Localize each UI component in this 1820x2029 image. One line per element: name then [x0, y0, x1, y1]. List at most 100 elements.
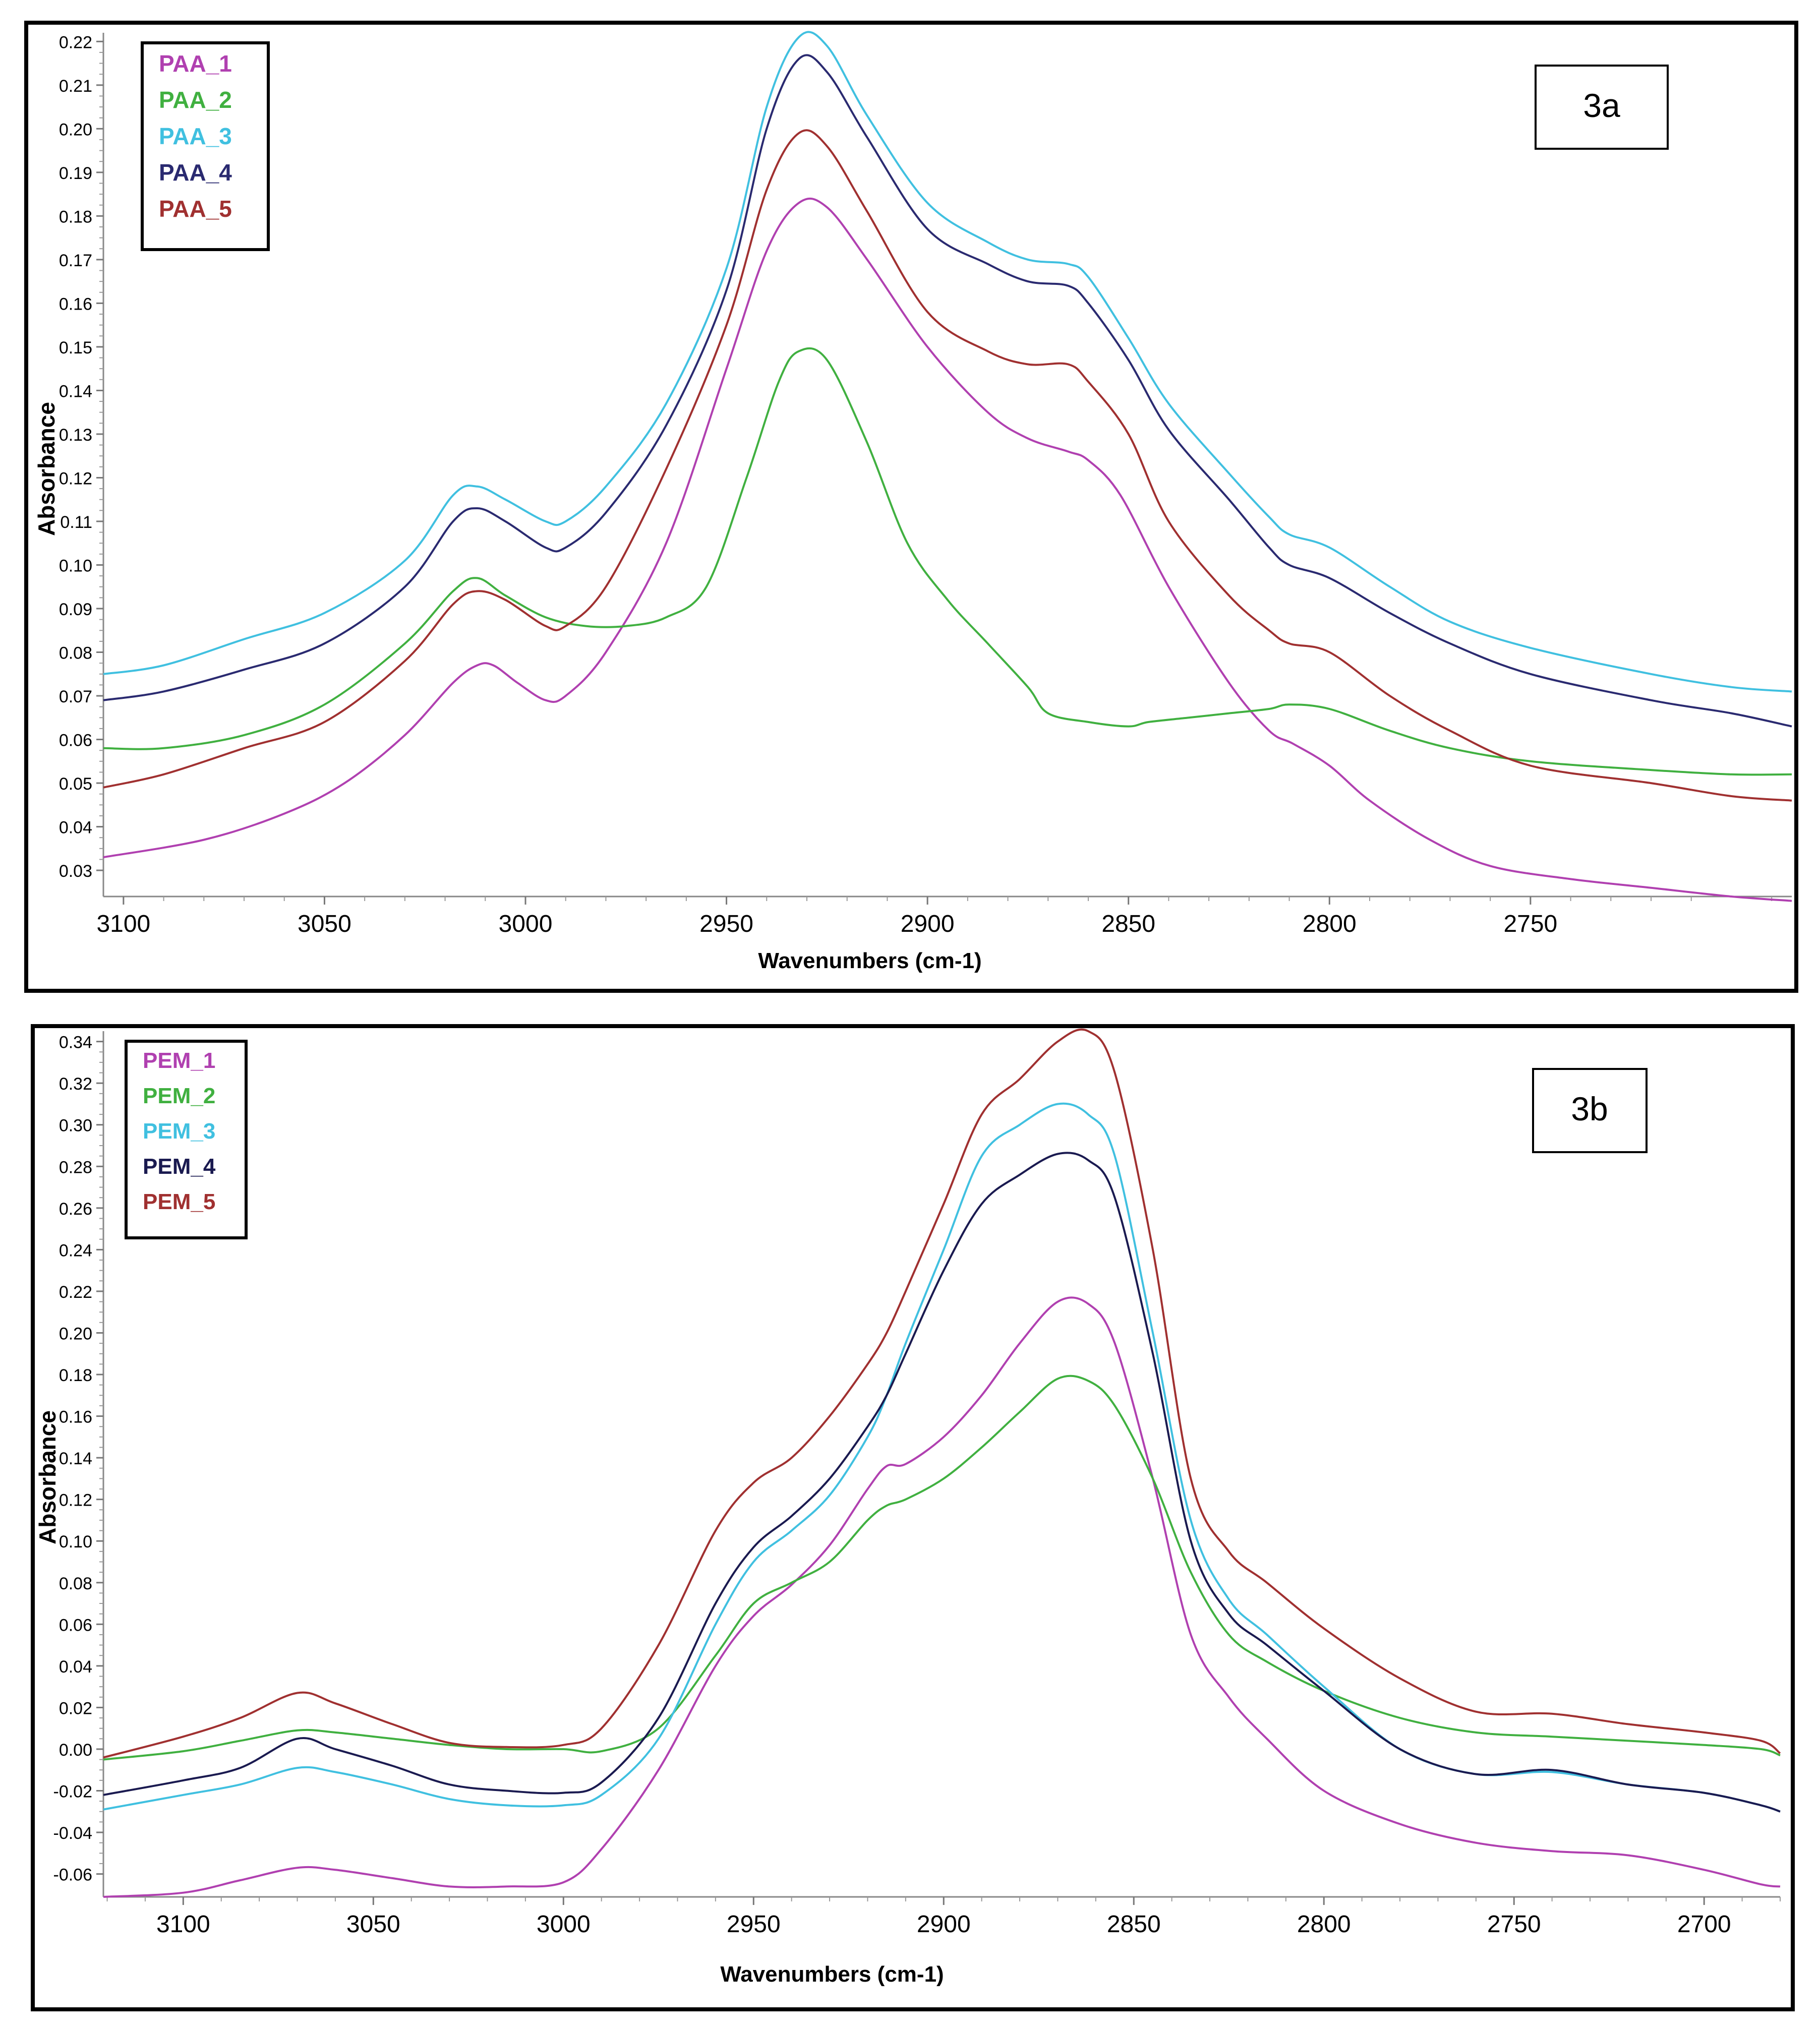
p1-legend-entry: PEM_3	[143, 1119, 215, 1144]
p1-y-tick-label: 0.10	[59, 1532, 92, 1551]
p0-legend-entry: PAA_2	[159, 87, 232, 113]
p0-x-tick-label: 3050	[298, 911, 351, 937]
p1-y-tick-label: 0.22	[59, 1283, 92, 1302]
panel-3a-chart: 0.03 0.04 0.05 0.06 0.07 0.08 0.09 0.10 0.11 0.12…	[24, 21, 1798, 993]
p0-y-tick-label: 0.08	[59, 644, 92, 663]
panel-3b-x-ticks: 3100 3050 3000 2950 2900 2850 2800 2750 2700	[106, 1897, 1781, 1938]
p0-y-tick-label: 0.14	[59, 382, 92, 401]
p0-y-tick-label: 0.17	[59, 251, 92, 270]
panel-3b-x-axis-label: Wavenumbers (cm-1)	[720, 1962, 944, 1987]
p1-y-tick-label: 0.14	[59, 1449, 92, 1468]
panel-3a-y-ticks: 0.03 0.04 0.05 0.06 0.07 0.08 0.09 0.10 0.11 0.12…	[59, 33, 103, 881]
p0-x-tick-label: 2850	[1101, 911, 1155, 937]
p0-y-tick-label: 0.03	[59, 862, 92, 881]
panel-3b-series	[103, 1028, 1781, 1898]
panel-3b-legend: PEM_1 PEM_2 PEM_3 PEM_4 PEM_5	[125, 1040, 248, 1239]
p0-y-tick-label: 0.13	[59, 426, 92, 445]
p1-legend-entry: PEM_4	[143, 1154, 216, 1179]
p1-series-line-pem_4	[103, 1152, 1781, 1813]
p1-x-tick-label: 2950	[727, 1911, 781, 1938]
p1-x-tick-label: 2700	[1677, 1911, 1731, 1938]
p0-y-tick-label: 0.21	[59, 77, 92, 96]
p1-y-tick-label: 0.08	[59, 1574, 92, 1593]
panel-3b-legend-box	[125, 1040, 248, 1239]
p1-y-tick-label: 0.06	[59, 1616, 92, 1635]
p0-x-tick-label: 3100	[96, 911, 150, 937]
p1-y-tick-label: 0.28	[59, 1158, 92, 1177]
p0-x-tick-label: 2750	[1503, 911, 1557, 937]
p1-x-tick-label: 2850	[1107, 1911, 1161, 1938]
p0-y-tick-label: 0.10	[59, 556, 92, 575]
panel-3a-legend: PAA_1 PAA_2 PAA_3 PAA_4 PAA_5	[141, 41, 270, 251]
p0-y-tick-label: 0.15	[59, 338, 92, 357]
p0-y-tick-label: 0.22	[59, 33, 92, 52]
panel-3b-label-box: 3b	[1532, 1068, 1648, 1153]
panel-3b-label-frame	[1532, 1068, 1648, 1153]
p1-x-tick-label: 3000	[537, 1911, 591, 1938]
p0-series-line-paa_1	[103, 197, 1792, 902]
p1-y-tick-label: 0.24	[59, 1241, 92, 1260]
p0-legend-entry: PAA_5	[159, 196, 232, 222]
p1-y-tick-label: 0.12	[59, 1491, 92, 1510]
p0-y-tick-label: 0.12	[59, 469, 92, 488]
p0-series-line-paa_4	[103, 54, 1792, 728]
p0-series-line-paa_5	[103, 129, 1792, 802]
p0-series-line-paa_2	[103, 347, 1792, 776]
panel-3a-label: 3a	[1583, 87, 1620, 124]
panel-3a-y-axis-label: Absorbance	[33, 402, 60, 536]
p1-y-tick-label: 0.34	[59, 1033, 92, 1052]
p1-y-tick-label: 0.16	[59, 1408, 92, 1427]
panel-3b-label: 3b	[1571, 1090, 1608, 1127]
p1-series-line-pem_2	[103, 1375, 1781, 1761]
panel-3b-chart: -0.06 -0.04 -0.02 0.00 0.02 0.04 0.06 0.08 0.10 0…	[31, 1024, 1795, 2011]
p0-x-tick-label: 2800	[1303, 911, 1357, 937]
p1-series-line-pem_1	[103, 1296, 1781, 1898]
p0-y-tick-label: 0.16	[59, 294, 92, 314]
p1-y-tick-label: 0.04	[59, 1657, 92, 1677]
p1-y-tick-label: 0.26	[59, 1200, 92, 1219]
p0-legend-entry: PAA_1	[159, 50, 232, 77]
panel-3a-x-ticks: 3100 3050 3000 2950 2900 2850 2800 2750	[96, 897, 1773, 937]
p1-legend-entry: PEM_5	[143, 1189, 215, 1214]
p0-x-tick-label: 2950	[699, 911, 753, 937]
p0-series-line-paa_3	[103, 31, 1792, 693]
p1-y-tick-label: -0.02	[53, 1782, 93, 1802]
p1-x-tick-label: 3050	[346, 1911, 400, 1938]
p1-x-tick-label: 3100	[156, 1911, 210, 1938]
p1-series-line-pem_5	[103, 1028, 1781, 1759]
p0-x-tick-label: 3000	[499, 911, 553, 937]
p0-y-tick-label: 0.04	[59, 818, 92, 838]
panel-3b-y-ticks: -0.06 -0.04 -0.02 0.00 0.02 0.04 0.06 0.08 0.10 0…	[53, 1033, 103, 1885]
panel-3b-frame	[31, 1024, 1795, 2011]
p1-x-tick-label: 2800	[1297, 1911, 1351, 1938]
p0-y-tick-label: 0.06	[59, 731, 92, 750]
p0-y-tick-label: 0.19	[59, 164, 92, 183]
p0-y-tick-label: 0.11	[60, 513, 92, 532]
p1-legend-entry: PEM_2	[143, 1084, 215, 1108]
p1-x-tick-label: 2900	[917, 1911, 971, 1938]
p1-y-tick-label: -0.04	[53, 1824, 93, 1843]
p0-legend-entry: PAA_4	[159, 159, 232, 186]
panel-3a-frame	[24, 21, 1798, 993]
p1-legend-entry: PEM_1	[143, 1048, 215, 1073]
panel-3a-legend-box	[141, 41, 270, 251]
p1-x-tick-label: 2750	[1487, 1911, 1541, 1938]
panel-3a-label-box: 3a	[1535, 65, 1669, 150]
p1-y-tick-label: 0.30	[59, 1116, 92, 1136]
panel-3a-x-axis-label: Wavenumbers (cm-1)	[758, 948, 981, 973]
panel-3a-series	[103, 31, 1792, 902]
p1-y-tick-label: 0.32	[59, 1075, 92, 1094]
p0-y-tick-label: 0.05	[59, 774, 92, 794]
p1-y-tick-label: 0.00	[59, 1741, 92, 1760]
p1-y-tick-label: 0.20	[59, 1324, 92, 1343]
p0-y-tick-label: 0.18	[59, 207, 92, 226]
p1-y-tick-label: 0.02	[59, 1699, 92, 1718]
p1-y-tick-label: -0.06	[53, 1866, 93, 1885]
p0-y-tick-label: 0.07	[59, 687, 92, 706]
panel-3b-y-axis-label: Absorbance	[34, 1410, 61, 1544]
panel-3a-label-frame	[1535, 65, 1669, 150]
p0-x-tick-label: 2900	[901, 911, 955, 937]
p1-y-tick-label: 0.18	[59, 1366, 92, 1385]
p0-y-tick-label: 0.20	[59, 120, 92, 139]
